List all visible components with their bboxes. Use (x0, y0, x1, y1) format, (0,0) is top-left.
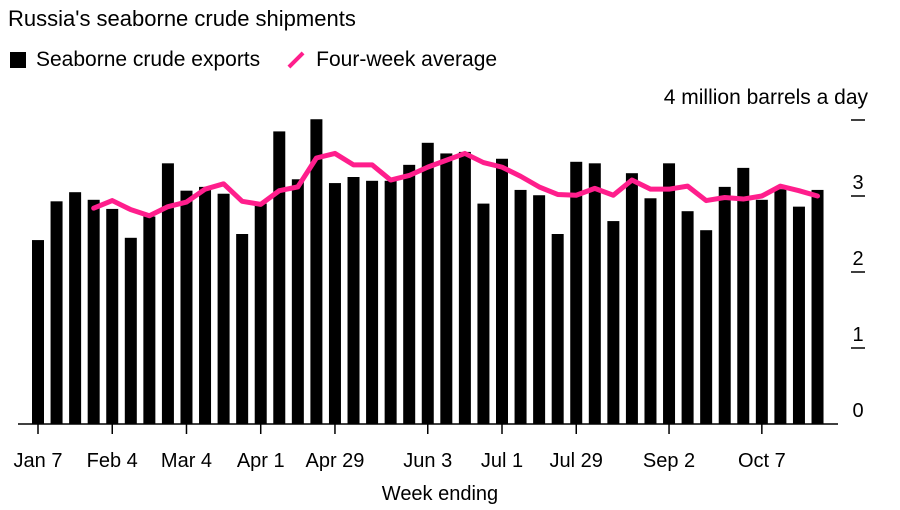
chart-title: Russia's seaborne crude shipments (8, 6, 356, 31)
x-tick-label: Jul 29 (550, 450, 603, 472)
bar (514, 189, 527, 424)
bar (607, 221, 620, 424)
bar (403, 164, 416, 424)
bar (663, 163, 676, 424)
bar (50, 201, 63, 424)
bar (87, 199, 100, 424)
y-tick-label: 1 (852, 324, 863, 346)
bar (755, 199, 768, 424)
x-axis-title: Week ending (382, 483, 498, 505)
bar (551, 234, 564, 424)
bar (681, 211, 694, 424)
x-tick-label: Jun 3 (403, 450, 452, 472)
bar (570, 161, 583, 425)
bar (366, 180, 379, 424)
bar (291, 179, 304, 424)
bar (440, 153, 453, 424)
bar (199, 186, 212, 424)
legend-bar-swatch (10, 52, 26, 68)
bar (700, 230, 713, 424)
bar (421, 142, 434, 425)
bar (458, 151, 471, 425)
bar (143, 216, 156, 424)
bar (69, 192, 82, 424)
bar (161, 163, 174, 424)
x-tick-label: Jul 1 (481, 450, 523, 472)
bar (774, 189, 787, 424)
x-tick-label: Feb 4 (87, 450, 138, 472)
bar (384, 180, 397, 424)
bar (625, 173, 638, 424)
x-tick-label: Oct 7 (738, 450, 786, 472)
bar (588, 163, 601, 424)
y-tick-label: 2 (852, 248, 863, 270)
x-tick-label: Mar 4 (161, 450, 212, 472)
bar (718, 186, 731, 424)
x-tick-label: Apr 29 (305, 450, 364, 472)
bar (32, 240, 44, 424)
x-tick-label: Sep 2 (643, 450, 695, 472)
bar (644, 198, 657, 424)
bar (496, 158, 508, 424)
bar (737, 167, 750, 424)
legend: Seaborne crude exports Four-week average (10, 48, 497, 72)
average-line (91, 150, 821, 219)
bar (273, 131, 286, 424)
y-axis-label: 4 million barrels a day (663, 86, 868, 109)
bar (792, 206, 805, 424)
x-tick-label: Jan 7 (14, 450, 63, 472)
bar (347, 177, 360, 424)
bar (124, 237, 137, 424)
bar (106, 208, 119, 424)
legend-label-average: Four-week average (316, 48, 498, 71)
bar (533, 195, 546, 424)
legend-label-exports: Seaborne crude exports (36, 48, 261, 71)
x-tick-label: Apr 1 (237, 450, 285, 472)
bar (236, 234, 249, 424)
bar (477, 203, 490, 424)
y-tick-label: 0 (852, 400, 863, 422)
bar (310, 119, 323, 425)
bar (254, 203, 267, 424)
bar (217, 193, 230, 424)
bar (811, 189, 824, 424)
bar (328, 183, 341, 424)
bar (180, 190, 193, 424)
y-tick-label: 3 (852, 172, 863, 194)
